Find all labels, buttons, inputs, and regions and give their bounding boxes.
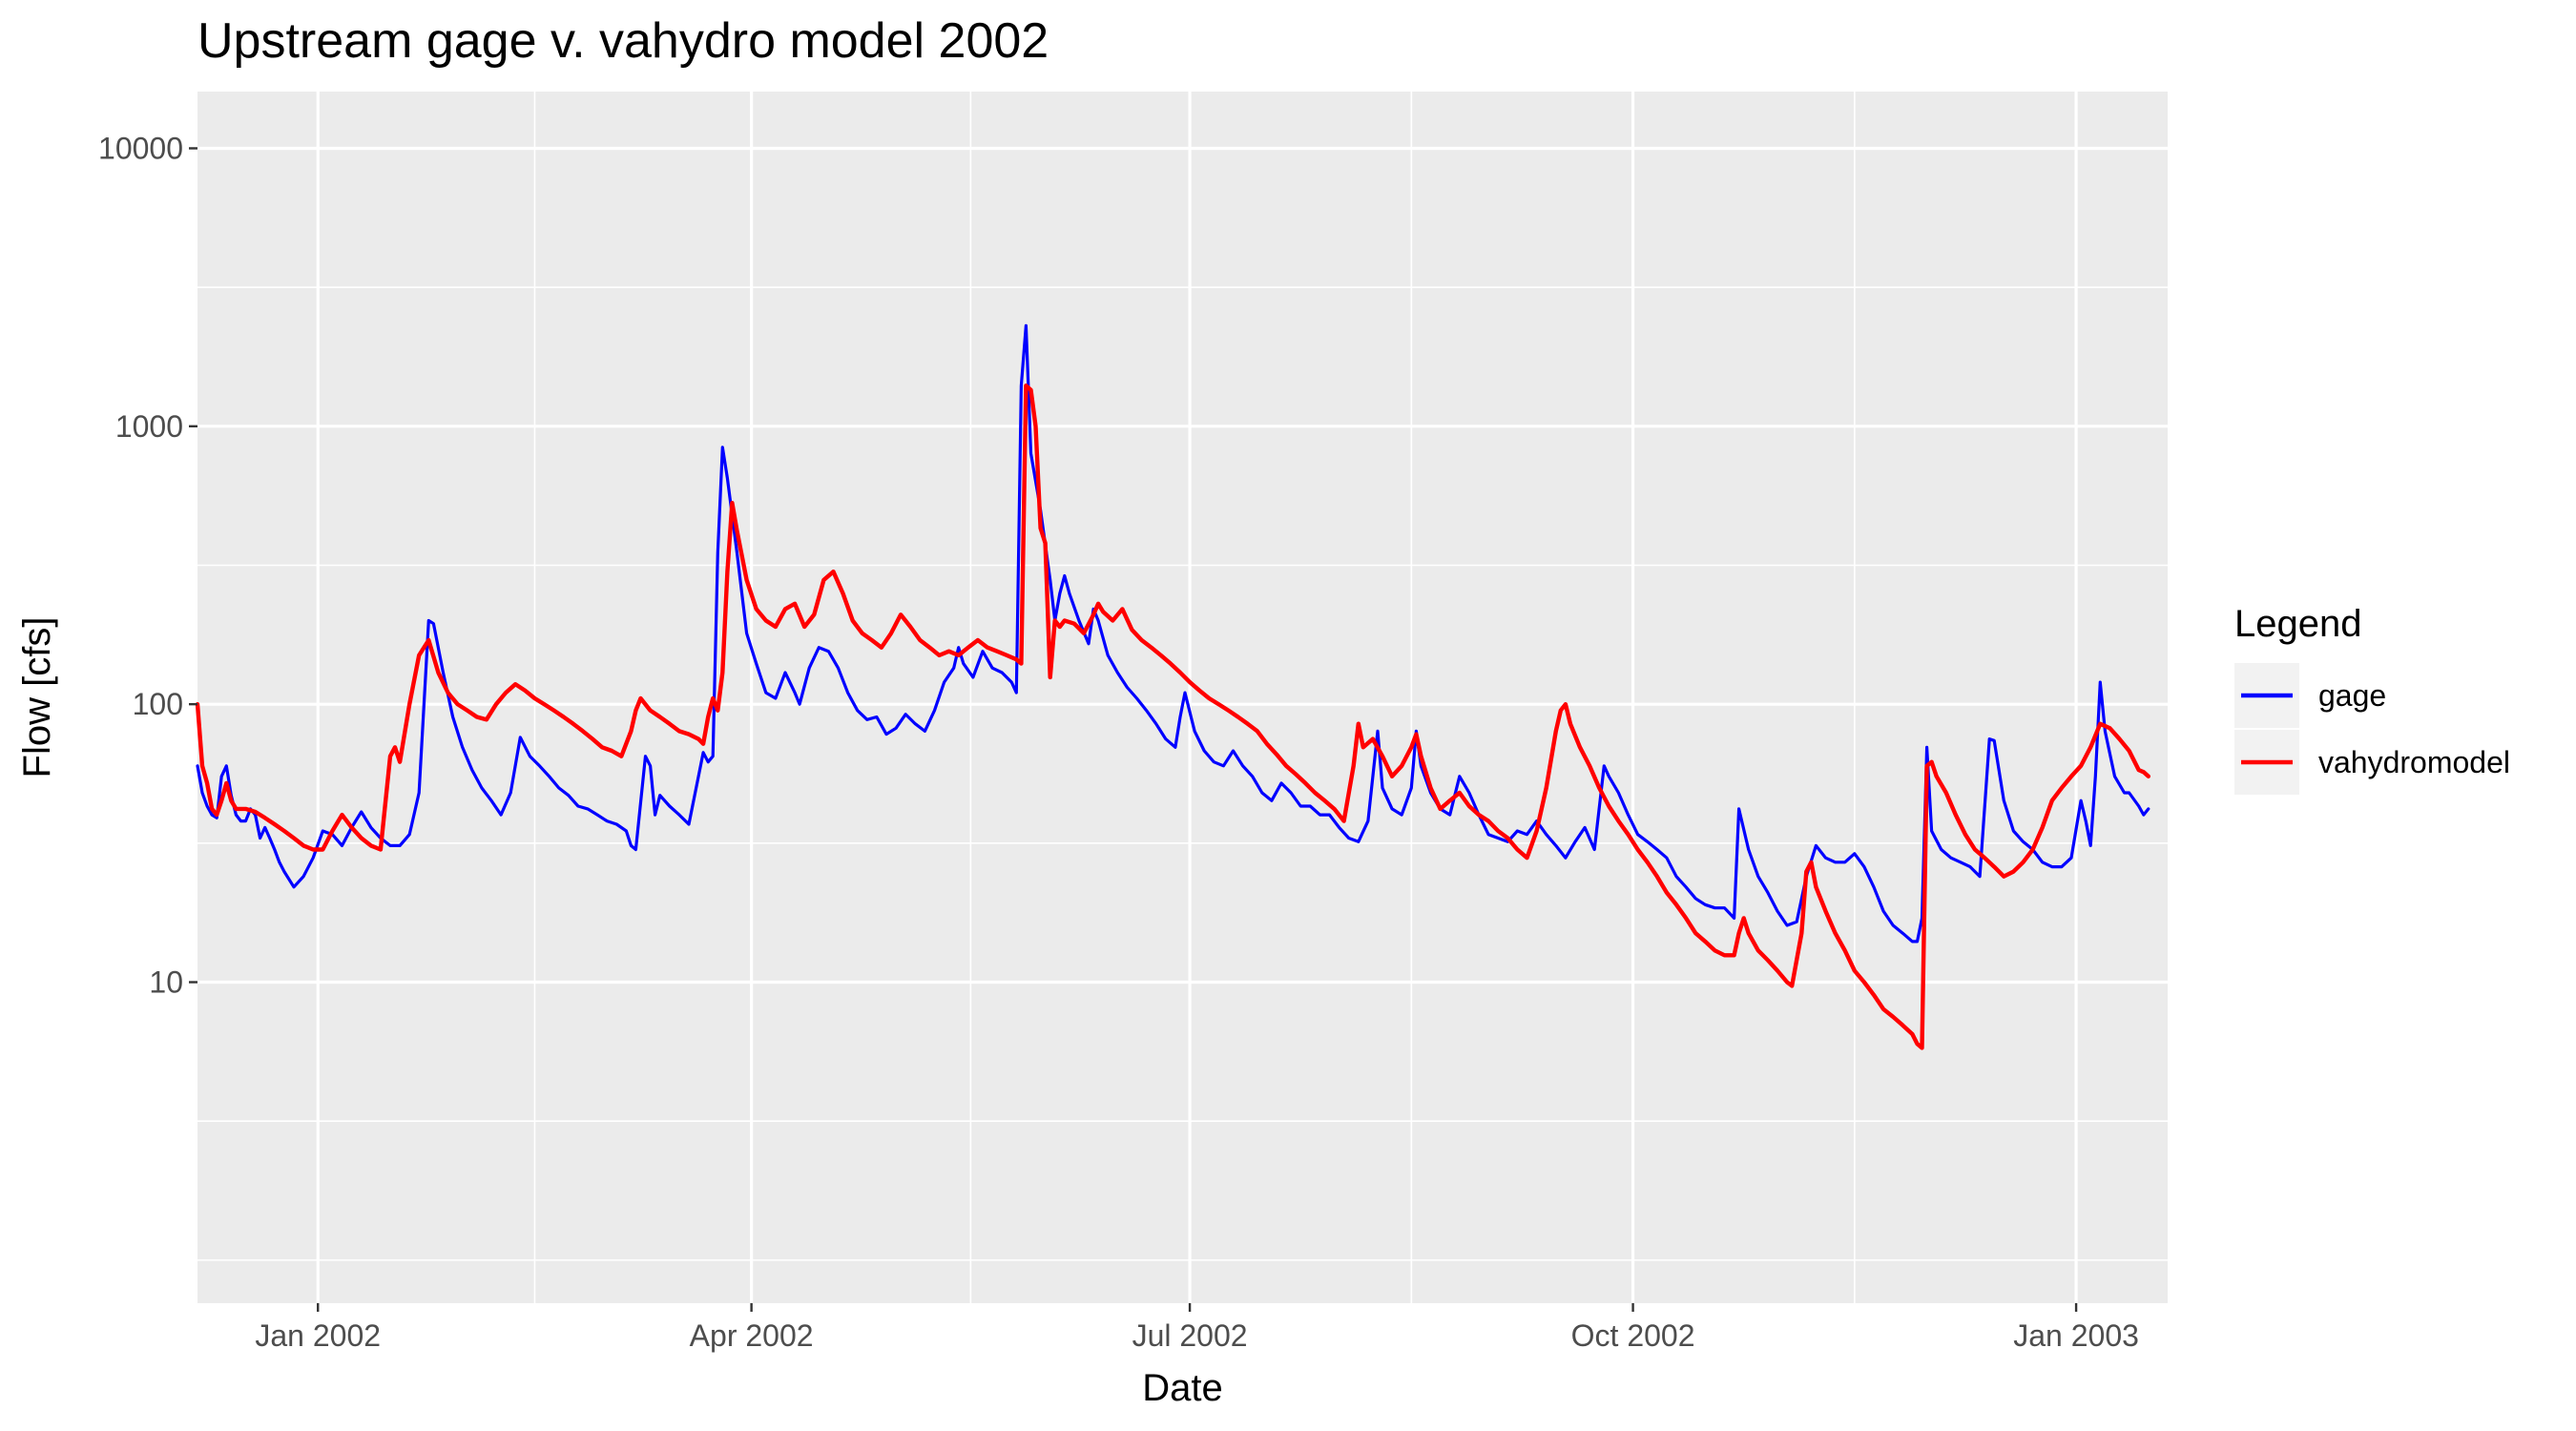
x-tick-label: Apr 2002 xyxy=(690,1318,814,1353)
y-axis: 10 100 1000 10000 xyxy=(98,131,197,1000)
x-tick-label: Jan 2003 xyxy=(2013,1318,2139,1353)
series-layer xyxy=(195,323,2150,1050)
chart-title: Upstream gage v. vahydro model 2002 xyxy=(197,13,1049,69)
x-axis: Jan 2002 Apr 2002 Jul 2002 Oct 2002 Jan 2003 xyxy=(255,1303,2139,1353)
legend-label-vahydromodel: vahydromodel xyxy=(2318,745,2510,779)
legend-title: Legend xyxy=(2234,603,2361,645)
y-axis-title: Flow [cfs] xyxy=(16,617,58,778)
legend-items: gage vahydromodel xyxy=(2234,663,2510,795)
series-line-vahydromodel xyxy=(195,384,2150,1050)
x-tick-label: Oct 2002 xyxy=(1571,1318,1695,1353)
y-tick-label: 100 xyxy=(133,687,183,721)
series-line-gage xyxy=(196,323,2150,944)
legend: Legend gage vahydromodel xyxy=(2234,603,2510,795)
grid-minor xyxy=(197,92,2168,1303)
legend-label-gage: gage xyxy=(2318,678,2386,713)
y-tick-label: 10 xyxy=(149,965,183,1000)
y-tick-label: 10000 xyxy=(98,131,183,165)
y-tick-label: 1000 xyxy=(115,409,183,444)
x-axis-title: Date xyxy=(1142,1367,1223,1409)
x-tick-label: Jan 2002 xyxy=(255,1318,381,1353)
x-tick-label: Jul 2002 xyxy=(1132,1318,1248,1353)
